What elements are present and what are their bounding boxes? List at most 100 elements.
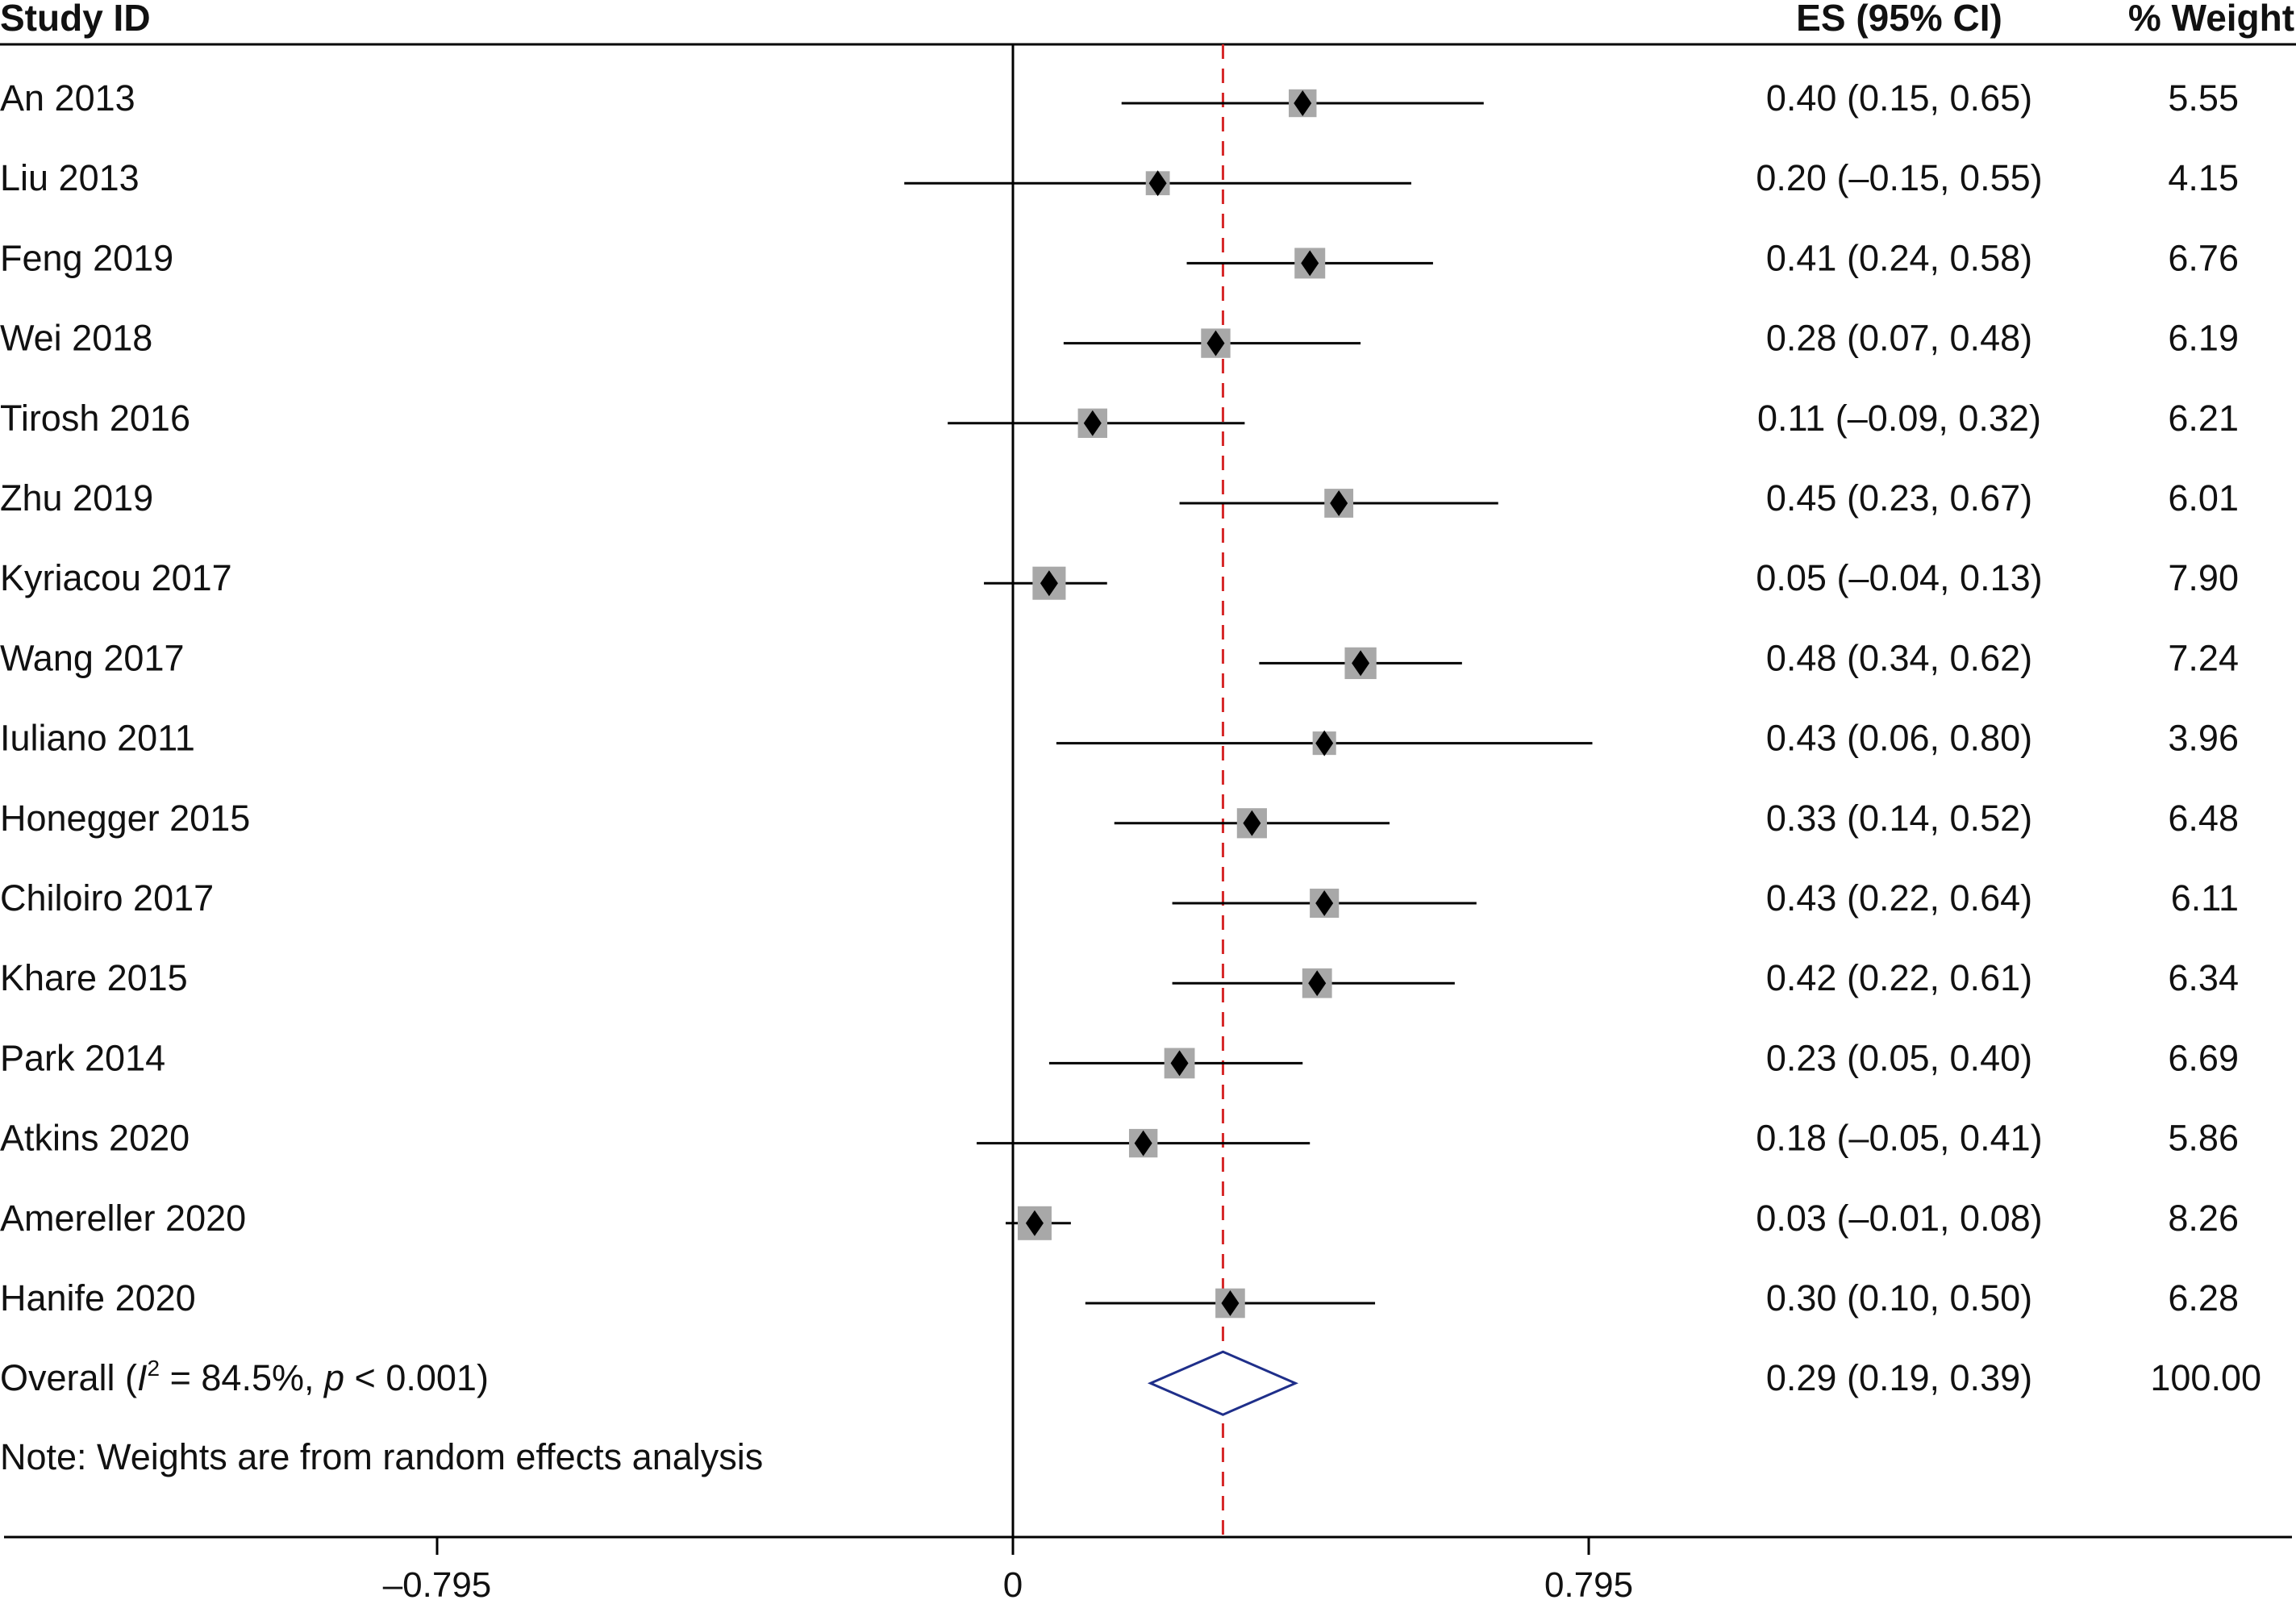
point-estimate [1301,250,1319,277]
study-row: Feng 2019 0.41 (0.24, 0.58) 6.76 [0,237,2239,278]
point-estimate [1294,90,1312,116]
study-rows: An 2013 0.40 (0.15, 0.65) 5.55 Liu 2013 0.20… [0,77,2239,1319]
es-ci-value: 0.05 (–0.04, 0.13) [1756,557,2042,598]
study-row: Chiloiro 2017 0.43 (0.22, 0.64) 6.11 [0,877,2239,919]
study-row: Kyriacou 2017 0.05 (–0.04, 0.13) 7.90 [0,557,2239,600]
weight-value: 6.48 [2168,798,2239,839]
study-name: Feng 2019 [0,237,173,278]
x-tick-label: 0.795 [1544,1565,1633,1604]
es-ci-value: 0.28 (0.07, 0.48) [1766,318,2032,359]
study-row: Zhu 2019 0.45 (0.23, 0.67) 6.01 [0,477,2239,519]
weight-value: 6.21 [2168,398,2239,439]
header-es-ci: ES (95% CI) [1796,0,2002,39]
overall-label-mid: = 84.5%, [160,1357,324,1398]
header-study-id: Study ID [0,0,151,39]
study-row: Wei 2018 0.28 (0.07, 0.48) 6.19 [0,318,2239,359]
point-estimate [1221,1290,1240,1316]
weight-value: 8.26 [2168,1198,2239,1239]
es-ci-value: 0.48 (0.34, 0.62) [1766,637,2032,678]
study-name: Kyriacou 2017 [0,557,232,598]
es-ci-value: 0.20 (–0.15, 0.55) [1756,157,2042,198]
point-estimate [1206,330,1225,356]
weight-value: 6.28 [2168,1277,2239,1319]
study-name: Iuliano 2011 [0,718,195,759]
es-ci-value: 0.33 (0.14, 0.52) [1766,798,2032,839]
weight-value: 7.24 [2168,637,2239,678]
weight-value: 5.86 [2168,1118,2239,1159]
study-name: Hanife 2020 [0,1277,196,1319]
overall-es-ci-value: 0.29 (0.19, 0.39) [1766,1357,2032,1398]
es-ci-value: 0.23 (0.05, 0.40) [1766,1037,2032,1078]
point-estimate [1315,730,1334,756]
es-ci-value: 0.41 (0.24, 0.58) [1766,237,2032,278]
es-ci-value: 0.18 (–0.05, 0.41) [1756,1118,2042,1159]
study-row: Tirosh 2016 0.11 (–0.09, 0.32) 6.21 [0,398,2239,439]
es-ci-value: 0.40 (0.15, 0.65) [1766,77,2032,119]
study-name: Honegger 2015 [0,798,250,839]
study-row: Iuliano 2011 0.43 (0.06, 0.80) 3.96 [0,718,2239,759]
weight-value: 4.15 [2168,157,2239,198]
study-name: Liu 2013 [0,157,140,198]
point-estimate [1083,410,1102,436]
point-estimate [1170,1050,1189,1077]
weight-value: 6.11 [2171,877,2239,919]
study-row: Park 2014 0.23 (0.05, 0.40) 6.69 [0,1037,2239,1078]
point-estimate [1243,810,1261,836]
point-estimate [1040,570,1058,597]
header-weight: % Weight [2128,0,2294,39]
i-squared-symbol: I [137,1357,148,1398]
weight-value: 6.19 [2168,318,2239,359]
weight-value: 6.69 [2168,1037,2239,1078]
p-symbol: p [323,1357,344,1398]
overall-label-prefix: Overall ( [0,1357,137,1398]
es-ci-value: 0.43 (0.06, 0.80) [1766,718,2032,759]
es-ci-value: 0.42 (0.22, 0.61) [1766,957,2032,998]
es-ci-value: 0.30 (0.10, 0.50) [1766,1277,2032,1319]
study-name: Zhu 2019 [0,477,153,519]
es-ci-value: 0.45 (0.23, 0.67) [1766,477,2032,519]
study-name: Wei 2018 [0,318,152,359]
weight-value: 3.96 [2168,718,2239,759]
study-row: Wang 2017 0.48 (0.34, 0.62) 7.24 [0,637,2239,680]
point-estimate [1308,970,1327,997]
overall-label-suffix: < 0.001) [344,1357,489,1398]
study-name: Wang 2017 [0,637,185,678]
point-estimate [1148,170,1167,197]
overall-row: Overall (I2 = 84.5%, p < 0.001) 0.29 (0.1… [0,1350,2261,1416]
study-row: Hanife 2020 0.30 (0.10, 0.50) 6.28 [0,1277,2239,1319]
study-row: Khare 2015 0.42 (0.22, 0.61) 6.34 [0,957,2239,998]
es-ci-value: 0.03 (–0.01, 0.08) [1756,1198,2042,1239]
x-tick-label: –0.795 [383,1565,492,1604]
overall-weight-value: 100.00 [2150,1357,2261,1398]
study-name: Chiloiro 2017 [0,877,214,919]
study-row: Liu 2013 0.20 (–0.15, 0.55) 4.15 [0,157,2239,198]
x-axis: –0.795 0 0.795 [4,1535,2292,1604]
weight-value: 5.55 [2168,77,2239,119]
study-name: Amereller 2020 [0,1198,246,1239]
weight-value: 6.01 [2168,477,2239,519]
point-estimate [1330,490,1348,516]
weights-note: Note: Weights are from random effects an… [0,1436,763,1477]
study-row: Atkins 2020 0.18 (–0.05, 0.41) 5.86 [0,1118,2239,1159]
study-row: Amereller 2020 0.03 (–0.01, 0.08) 8.26 [0,1198,2239,1240]
reference-lines [1011,44,1224,1537]
study-name: Park 2014 [0,1037,165,1078]
point-estimate [1352,650,1370,677]
weight-value: 7.90 [2168,557,2239,598]
study-name: Atkins 2020 [0,1118,190,1159]
study-row: Honegger 2015 0.33 (0.14, 0.52) 6.48 [0,798,2239,839]
study-name: Khare 2015 [0,957,188,998]
point-estimate [1134,1130,1152,1156]
study-row: An 2013 0.40 (0.15, 0.65) 5.55 [0,77,2239,119]
x-tick-label: 0 [1003,1565,1023,1604]
es-ci-value: 0.43 (0.22, 0.64) [1766,877,2032,919]
weight-value: 6.34 [2168,957,2239,998]
i-squared-superscript: 2 [148,1356,160,1381]
study-name: Tirosh 2016 [0,398,190,439]
point-estimate [1025,1210,1044,1236]
study-name: An 2013 [0,77,135,119]
point-estimate [1315,890,1334,916]
overall-label: Overall (I2 = 84.5%, p < 0.001) [0,1356,489,1398]
es-ci-value: 0.11 (–0.09, 0.32) [1757,398,2041,439]
